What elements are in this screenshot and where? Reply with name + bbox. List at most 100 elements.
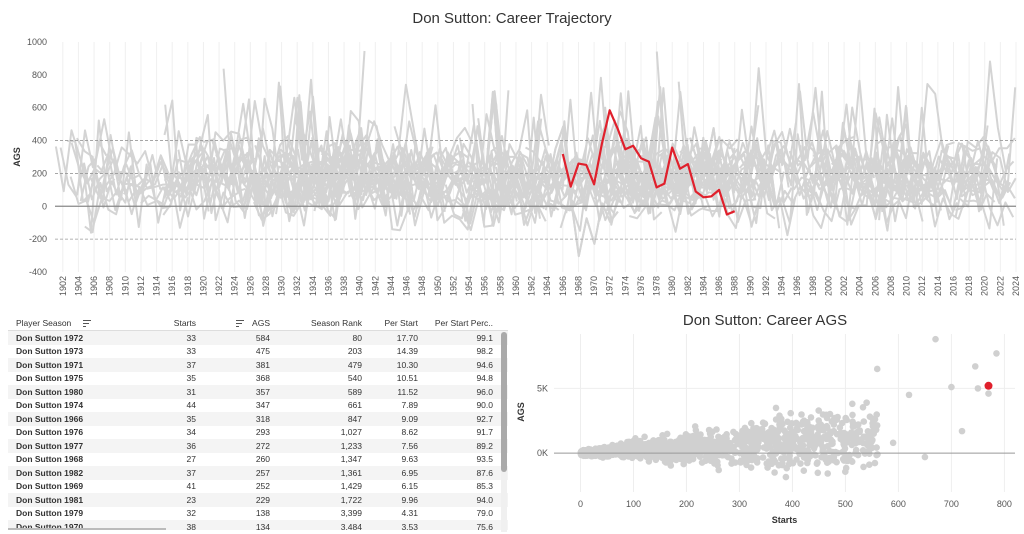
table-cell: 85.3 xyxy=(476,481,493,492)
background-point xyxy=(867,439,875,446)
background-point xyxy=(803,421,810,428)
header-player-season[interactable]: Player Season xyxy=(8,318,130,328)
table-row[interactable]: Don Sutton 1980 31 357 589 11.52 96.0 xyxy=(8,385,508,399)
background-points xyxy=(577,335,1000,481)
table-cell: 229 xyxy=(255,494,270,505)
background-point xyxy=(863,399,870,406)
x-tick-label: 1982 xyxy=(683,276,693,296)
table-cell: 87.6 xyxy=(476,467,493,478)
background-point xyxy=(771,438,779,445)
header-ags[interactable]: AGS xyxy=(196,318,270,328)
table-cell: 89.2 xyxy=(476,440,493,451)
background-career-line xyxy=(255,144,367,209)
background-point xyxy=(821,450,828,458)
table-cell: 272 xyxy=(255,440,270,451)
background-career-line xyxy=(220,137,309,219)
table-cell: Don Sutton 1968 xyxy=(16,454,84,465)
background-point xyxy=(760,432,767,440)
y-tick-label: 0 xyxy=(42,201,47,211)
table-cell: 10.30 xyxy=(396,359,418,370)
y-tick-label: -200 xyxy=(29,234,47,244)
table-row[interactable]: Don Sutton 1972 33 584 80 17.70 99.1 xyxy=(8,331,508,345)
header-season-rank[interactable]: Season Rank xyxy=(310,318,362,328)
x-tick-label: 1926 xyxy=(245,276,255,296)
header-per-start-percentile[interactable]: Per Start Perc.. xyxy=(434,318,493,328)
x-tick-label: 400 xyxy=(785,499,800,509)
background-point xyxy=(808,434,815,442)
background-point xyxy=(948,383,955,391)
background-point xyxy=(759,454,767,461)
sort-icon[interactable] xyxy=(83,320,92,328)
table-scrollbar-thumb[interactable] xyxy=(501,332,507,472)
background-point xyxy=(783,435,791,443)
background-point xyxy=(816,427,823,434)
background-point xyxy=(786,452,793,459)
background-point xyxy=(782,473,790,481)
x-tick-label: 1942 xyxy=(370,276,380,296)
background-career-line xyxy=(812,130,924,222)
table-row[interactable]: Don Sutton 1974 44 347 661 7.89 90.0 xyxy=(8,399,508,413)
background-point xyxy=(651,446,659,453)
table-row[interactable]: Don Sutton 1971 37 381 479 10.30 94.6 xyxy=(8,358,508,372)
table-row[interactable]: Don Sutton 1979 32 138 3,399 4.31 79.0 xyxy=(8,507,508,521)
background-point xyxy=(722,440,730,447)
table-row[interactable]: Don Sutton 1966 35 318 847 9.09 92.7 xyxy=(8,412,508,426)
x-tick-label: 1988 xyxy=(730,276,740,296)
background-point xyxy=(711,460,718,467)
background-point xyxy=(815,407,822,414)
table-horizontal-scrollbar[interactable] xyxy=(8,528,166,530)
background-point xyxy=(661,458,669,465)
background-point xyxy=(798,421,805,428)
x-tick-label: 1912 xyxy=(136,276,146,296)
x-tick-label: 700 xyxy=(944,499,959,509)
table-cell: 1,429 xyxy=(340,481,362,492)
background-career-line xyxy=(554,98,689,212)
table-cell: 31 xyxy=(186,386,196,397)
career-ags-scatter: 5K 0K 0 100 200 300 400 500 600 700 800 Starts AGS xyxy=(516,334,1015,525)
background-point xyxy=(869,422,877,430)
table-cell: 1,027 xyxy=(340,427,362,438)
x-axis-label: Starts xyxy=(772,515,798,525)
background-career-line xyxy=(476,90,619,258)
background-point xyxy=(778,444,786,452)
x-tick-label: 1974 xyxy=(620,276,630,296)
table-row[interactable]: Don Sutton 1975 35 368 540 10.51 94.8 xyxy=(8,372,508,386)
table-cell: Don Sutton 1970 xyxy=(16,521,84,530)
table-row[interactable]: Don Sutton 1976 34 293 1,027 8.62 91.7 xyxy=(8,426,508,440)
table-row[interactable]: Don Sutton 1982 37 257 1,361 6.95 87.6 xyxy=(8,466,508,480)
x-tick-label: 1940 xyxy=(355,276,365,296)
y-tick-label: 1000 xyxy=(27,37,47,47)
table-row[interactable]: Don Sutton 1973 33 475 203 14.39 98.2 xyxy=(8,345,508,359)
table-row[interactable]: Don Sutton 1969 41 252 1,429 6.15 85.3 xyxy=(8,480,508,494)
background-point xyxy=(803,426,810,433)
table-cell: 475 xyxy=(255,346,270,357)
table-cell: 94.0 xyxy=(476,494,493,505)
background-point xyxy=(814,469,822,477)
table-row[interactable]: Don Sutton 1981 23 229 1,722 9.96 94.0 xyxy=(8,493,508,507)
table-row[interactable]: Don Sutton 1970 38 134 3,484 3.53 75.6 xyxy=(8,520,508,530)
background-career-line xyxy=(898,142,979,196)
background-career-line xyxy=(82,119,116,234)
background-point xyxy=(798,443,806,450)
background-point xyxy=(722,448,730,455)
background-point xyxy=(958,427,966,435)
background-point xyxy=(760,444,768,451)
table-cell: 357 xyxy=(255,386,270,397)
header-per-start[interactable]: Per Start xyxy=(384,318,418,328)
table-row[interactable]: Don Sutton 1968 27 260 1,347 9.63 93.5 xyxy=(8,453,508,467)
table-row[interactable]: Don Sutton 1977 36 272 1,233 7.56 89.2 xyxy=(8,439,508,453)
x-tick-label: 1996 xyxy=(792,276,802,296)
sort-icon[interactable] xyxy=(236,320,245,328)
x-tick-label: 1914 xyxy=(152,276,162,296)
table-cell: 293 xyxy=(255,427,270,438)
header-starts[interactable]: Starts xyxy=(173,318,196,328)
background-point xyxy=(739,443,746,451)
background-point xyxy=(683,446,691,453)
x-tick-label: 1998 xyxy=(808,276,818,296)
background-point xyxy=(820,433,828,441)
background-point xyxy=(859,447,867,454)
background-point xyxy=(732,436,739,443)
background-career-line xyxy=(968,87,1017,191)
table-cell: 368 xyxy=(255,373,270,384)
background-point xyxy=(828,418,836,425)
